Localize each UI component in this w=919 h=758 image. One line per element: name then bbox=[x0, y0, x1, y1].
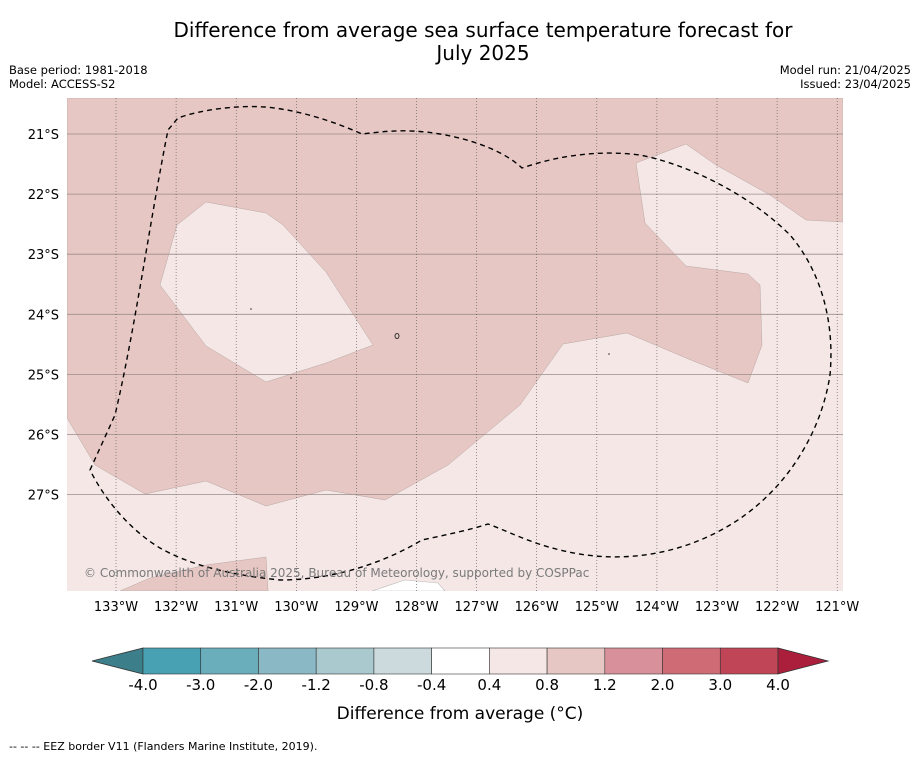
land-patch bbox=[371, 579, 446, 591]
eez-border bbox=[89, 105, 832, 581]
title-line-1: Difference from average sea surface temp… bbox=[173, 18, 793, 42]
colorbar-bin bbox=[604, 647, 663, 675]
latitude-label: 25°S bbox=[28, 368, 59, 383]
colorbar-bin bbox=[315, 647, 375, 675]
issued-date: Issued: 23/04/2025 bbox=[800, 77, 911, 91]
longitude-label: 128°W bbox=[394, 600, 438, 615]
longitude-label: 121°W bbox=[815, 600, 859, 615]
run-info: Model run: 21/04/2025 Issued: 23/04/2025 bbox=[780, 63, 911, 91]
colorbar-tick-label: 0.8 bbox=[535, 676, 559, 694]
colorbar-tick-label: -4.0 bbox=[128, 676, 158, 694]
longitude-label: 127°W bbox=[455, 600, 499, 615]
longitude-gridlines bbox=[115, 98, 838, 591]
map-title: Difference from average sea surface temp… bbox=[0, 19, 919, 65]
model-name: Model: ACCESS-S2 bbox=[9, 77, 116, 91]
colorbar-tick-label: 0.4 bbox=[477, 676, 502, 694]
island-marker bbox=[250, 308, 252, 310]
model-run: Model run: 21/04/2025 bbox=[779, 63, 911, 77]
latitude-label: 22°S bbox=[28, 188, 59, 203]
base-period: Base period: 1981-2018 bbox=[9, 63, 148, 77]
region-anomaly-08-12 bbox=[67, 98, 843, 507]
colorbar-tick-label: 3.0 bbox=[708, 676, 733, 694]
colorbar-bin bbox=[662, 647, 721, 675]
latitude-label: 21°S bbox=[28, 128, 59, 143]
colorbar-extend-low bbox=[91, 647, 144, 675]
colorbar bbox=[91, 647, 830, 675]
colorbar-tick-label: 4.0 bbox=[766, 676, 790, 694]
island-marker bbox=[290, 377, 292, 379]
colorbar-title: Difference from average (°C) bbox=[336, 704, 584, 724]
colorbar-tick-label: -0.8 bbox=[359, 676, 389, 694]
island-marker bbox=[394, 333, 400, 339]
colorbar-bin bbox=[719, 647, 779, 675]
latitude-label: 23°S bbox=[28, 248, 59, 263]
colorbar-bin bbox=[546, 647, 606, 675]
longitude-label: 132°W bbox=[154, 600, 198, 615]
colorbar-tick-label: -0.4 bbox=[416, 676, 447, 694]
colorbar-bin bbox=[489, 647, 548, 675]
colorbar-bin bbox=[431, 647, 490, 675]
colorbar-extend-high bbox=[777, 647, 830, 675]
colorbar-tick-label: -3.0 bbox=[186, 676, 216, 694]
longitude-labels: 133°W 132°W 131°W 130°W 129°W 128°W 127°W 126°W… bbox=[94, 600, 860, 615]
longitude-label: 129°W bbox=[334, 600, 378, 615]
colorbar-tick-label: -1.2 bbox=[301, 676, 331, 694]
latitude-label: 26°S bbox=[28, 429, 59, 444]
island-marker bbox=[608, 353, 610, 355]
copyright-note: © Commonwealth of Australia 2025, Bureau… bbox=[84, 566, 589, 580]
title-line-2: July 2025 bbox=[436, 41, 530, 65]
longitude-label: 123°W bbox=[695, 600, 739, 615]
longitude-label: 126°W bbox=[515, 600, 559, 615]
latitude-label: 27°S bbox=[28, 489, 59, 504]
colorbar-bin bbox=[142, 647, 202, 675]
colorbar-bin bbox=[200, 647, 259, 675]
colorbar-bin bbox=[373, 647, 432, 675]
base-period-info: Base period: 1981-2018 Model: ACCESS-S2 bbox=[9, 63, 148, 91]
map-area: © Commonwealth of Australia 2025, Bureau… bbox=[67, 98, 843, 591]
longitude-label: 124°W bbox=[635, 600, 679, 615]
colorbar-tick-label: 1.2 bbox=[592, 676, 617, 694]
longitude-label: 130°W bbox=[274, 600, 318, 615]
latitude-label: 24°S bbox=[28, 308, 59, 323]
colorbar-bin bbox=[258, 647, 317, 675]
latitude-labels: 21°S 22°S 23°S 24°S 25°S 26°S 27°S bbox=[28, 128, 59, 504]
longitude-label: 131°W bbox=[214, 600, 258, 615]
latitude-gridlines bbox=[67, 133, 843, 496]
longitude-label: 133°W bbox=[94, 600, 138, 615]
longitude-label: 122°W bbox=[755, 600, 799, 615]
colorbar-tick-label: 2.0 bbox=[650, 676, 675, 694]
region-anomaly-04-08-patch bbox=[159, 201, 374, 383]
longitude-label: 125°W bbox=[575, 600, 619, 615]
colorbar-tick-label: -2.0 bbox=[243, 676, 274, 694]
eez-legend: -- -- -- EEZ border V11 (Flanders Marine… bbox=[9, 740, 318, 753]
